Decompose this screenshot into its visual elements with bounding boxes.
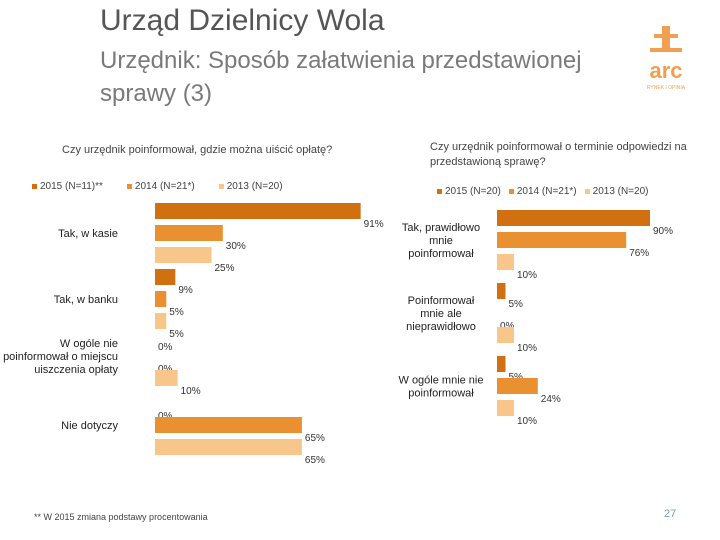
page-number: 27 <box>664 508 677 520</box>
legend-item-2014: 2014 (N=21*) <box>508 186 577 197</box>
legend-item-2013: 2013 (N=20) <box>584 186 649 197</box>
legend-label-2013: 2013 (N=20) <box>226 181 283 192</box>
legend-item-2015: 2015 (N=11)** <box>32 181 103 192</box>
logo-text: arc <box>649 58 682 83</box>
legend-item-2013: 2013 (N=20) <box>218 181 283 192</box>
bar-2013 <box>155 313 167 329</box>
data-label-2015: 91% <box>364 219 384 230</box>
category-label: W ogóle nie poinformował o miejscu uiszcze… <box>3 338 118 376</box>
category-label-line: poinformował <box>408 388 474 400</box>
category-label-line: nieprawidłowo <box>406 321 476 333</box>
left-chart-question: Czy urzędnik poinformował, gdzie można u… <box>62 144 333 156</box>
bar-2015 <box>497 210 650 226</box>
bar-2013 <box>497 327 514 343</box>
data-label-2013: 10% <box>517 343 537 354</box>
legend-label-2014: 2014 (N=21*) <box>516 186 577 197</box>
legend-swatch-2014 <box>508 189 514 194</box>
data-label-2015: 5% <box>509 372 524 383</box>
bar-2015 <box>155 269 176 285</box>
data-label-2015: 90% <box>653 226 673 237</box>
category-label-line: Tak, prawidłowo <box>402 222 480 234</box>
legend-item-2014: 2014 (N=21*) <box>126 181 195 192</box>
data-label-2014: 5% <box>169 307 184 318</box>
category-label-line: poinformował o miejscu <box>3 351 118 363</box>
arc-logo: arc RYNEK I OPINIA <box>640 26 692 96</box>
legend-label-2013: 2013 (N=20) <box>592 186 649 197</box>
bar-2014 <box>497 232 627 248</box>
legend-swatch-2013 <box>218 184 224 189</box>
category-label: Tak, prawidłowo mnie poinformował <box>402 222 480 260</box>
category-label-line: Nie dotyczy <box>61 420 118 432</box>
data-label-2013: 10% <box>517 270 537 281</box>
right-chart-legend: 2015 (N=20) 2014 (N=21*) 2013 (N=20) <box>437 186 649 197</box>
category-label-line: poinformował <box>408 248 474 260</box>
category-label-line: W ogóle nie <box>60 338 118 350</box>
category-label-line: Tak, w banku <box>54 294 118 306</box>
data-label-2015: 0% <box>158 411 173 422</box>
legend-label-2014: 2014 (N=21*) <box>134 181 195 192</box>
category-label-line: Poinformował <box>408 295 475 307</box>
right-chart-question: Czy urzędnik poinformował o terminie odp… <box>430 141 687 168</box>
category-label-line: mnie <box>429 235 453 247</box>
legend-swatch-2015 <box>32 184 37 189</box>
data-label-2015: 0% <box>158 342 173 353</box>
bar-2014 <box>155 417 302 433</box>
legend-swatch-2014 <box>126 184 132 189</box>
bar-2013 <box>155 247 212 263</box>
data-label-2013: 25% <box>215 263 235 274</box>
category-label: Poinformował mnie ale nieprawidłowo <box>406 295 476 333</box>
bar-2015 <box>497 283 506 299</box>
legend-label-2015: 2015 (N=20) <box>445 186 501 197</box>
data-label-2013: 10% <box>181 386 201 397</box>
page-title: Urząd Dzielnicy Wola <box>100 4 385 37</box>
legend-item-2015: 2015 (N=20) <box>437 186 501 197</box>
category-label-line: uiszczenia opłaty <box>34 364 118 376</box>
bar-2014 <box>155 225 223 241</box>
data-label-2014: 0% <box>158 364 173 375</box>
category-label: Tak, w banku <box>54 294 118 306</box>
category-label: Nie dotyczy <box>61 420 118 432</box>
footnote: ** W 2015 zmiana podstawy procentowania <box>34 512 208 522</box>
bar-2013 <box>155 370 178 386</box>
bar-2013 <box>497 254 514 270</box>
category-label-line: W ogóle mnie nie <box>399 375 484 387</box>
data-label-2013: 10% <box>517 416 537 427</box>
data-label-2014: 65% <box>305 433 325 444</box>
bar-2014 <box>497 378 538 394</box>
bar-2013 <box>497 400 514 416</box>
legend-swatch-2013 <box>584 189 590 194</box>
category-label-line: mnie ale <box>420 308 462 320</box>
bar-2013 <box>155 439 302 455</box>
bar-2015 <box>155 203 361 219</box>
category-label-line: Tak, w kasie <box>58 228 118 240</box>
category-label: Tak, w kasie <box>58 228 118 240</box>
legend-swatch-2015 <box>437 189 442 194</box>
bar-2014 <box>155 291 167 307</box>
data-label-2013: 65% <box>305 455 325 466</box>
bar-2015 <box>497 356 506 372</box>
legend-label-2015: 2015 (N=11)** <box>40 181 103 192</box>
data-label-2014: 76% <box>629 248 649 259</box>
category-label: W ogóle mnie nie poinformował <box>399 375 484 400</box>
data-label-2014: 0% <box>500 321 515 332</box>
page-subtitle: Urzędnik: Sposób załatwienia przedstawio… <box>100 47 582 107</box>
left-chart-legend: 2015 (N=11)** 2014 (N=21*) 2013 (N=20) <box>32 181 283 192</box>
data-label-2015: 9% <box>178 285 193 296</box>
data-label-2014: 30% <box>226 241 246 252</box>
data-label-2015: 5% <box>509 299 524 310</box>
data-label-2014: 24% <box>541 394 561 405</box>
logo-subtext: RYNEK I OPINIA <box>647 85 686 91</box>
data-label-2013: 5% <box>169 329 184 340</box>
